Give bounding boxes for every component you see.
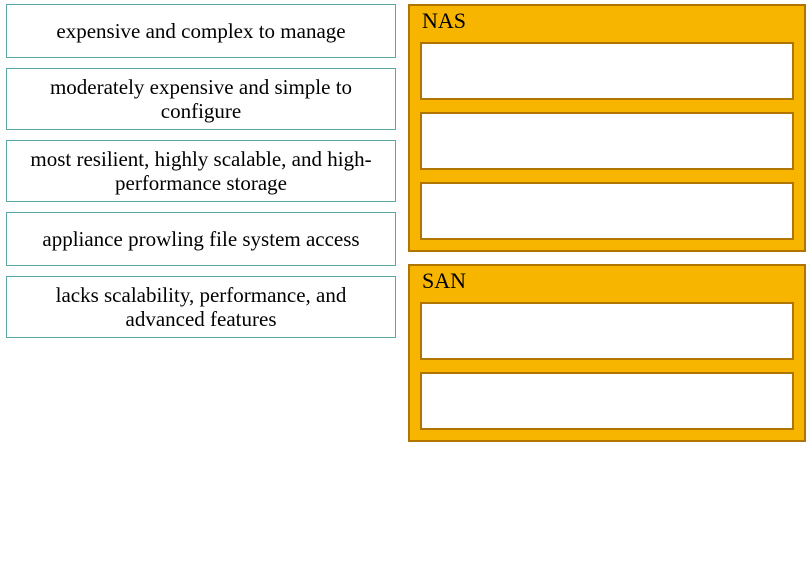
target-group: NAS (408, 4, 806, 252)
drop-slot[interactable] (420, 182, 794, 240)
drop-slot[interactable] (420, 112, 794, 170)
source-item-label: most resilient, highly scalable, and hig… (17, 147, 385, 195)
source-item[interactable]: expensive and complex to manage (6, 4, 396, 58)
source-column: expensive and complex to manage moderatel… (6, 4, 396, 348)
source-item[interactable]: moderately expensive and simple to confi… (6, 68, 396, 130)
target-group-title: NAS (420, 6, 794, 40)
source-item-label: appliance prowling file system access (42, 227, 359, 251)
source-item[interactable]: most resilient, highly scalable, and hig… (6, 140, 396, 202)
target-group-title: SAN (420, 266, 794, 300)
source-item-label: lacks scalability, performance, and adva… (17, 283, 385, 331)
drop-slot[interactable] (420, 42, 794, 100)
source-item[interactable]: appliance prowling file system access (6, 212, 396, 266)
source-item-label: moderately expensive and simple to confi… (17, 75, 385, 123)
target-column: NAS SAN (408, 4, 806, 454)
target-group: SAN (408, 264, 806, 442)
drop-slot[interactable] (420, 302, 794, 360)
drop-slot[interactable] (420, 372, 794, 430)
source-item-label: expensive and complex to manage (56, 19, 345, 43)
source-item[interactable]: lacks scalability, performance, and adva… (6, 276, 396, 338)
